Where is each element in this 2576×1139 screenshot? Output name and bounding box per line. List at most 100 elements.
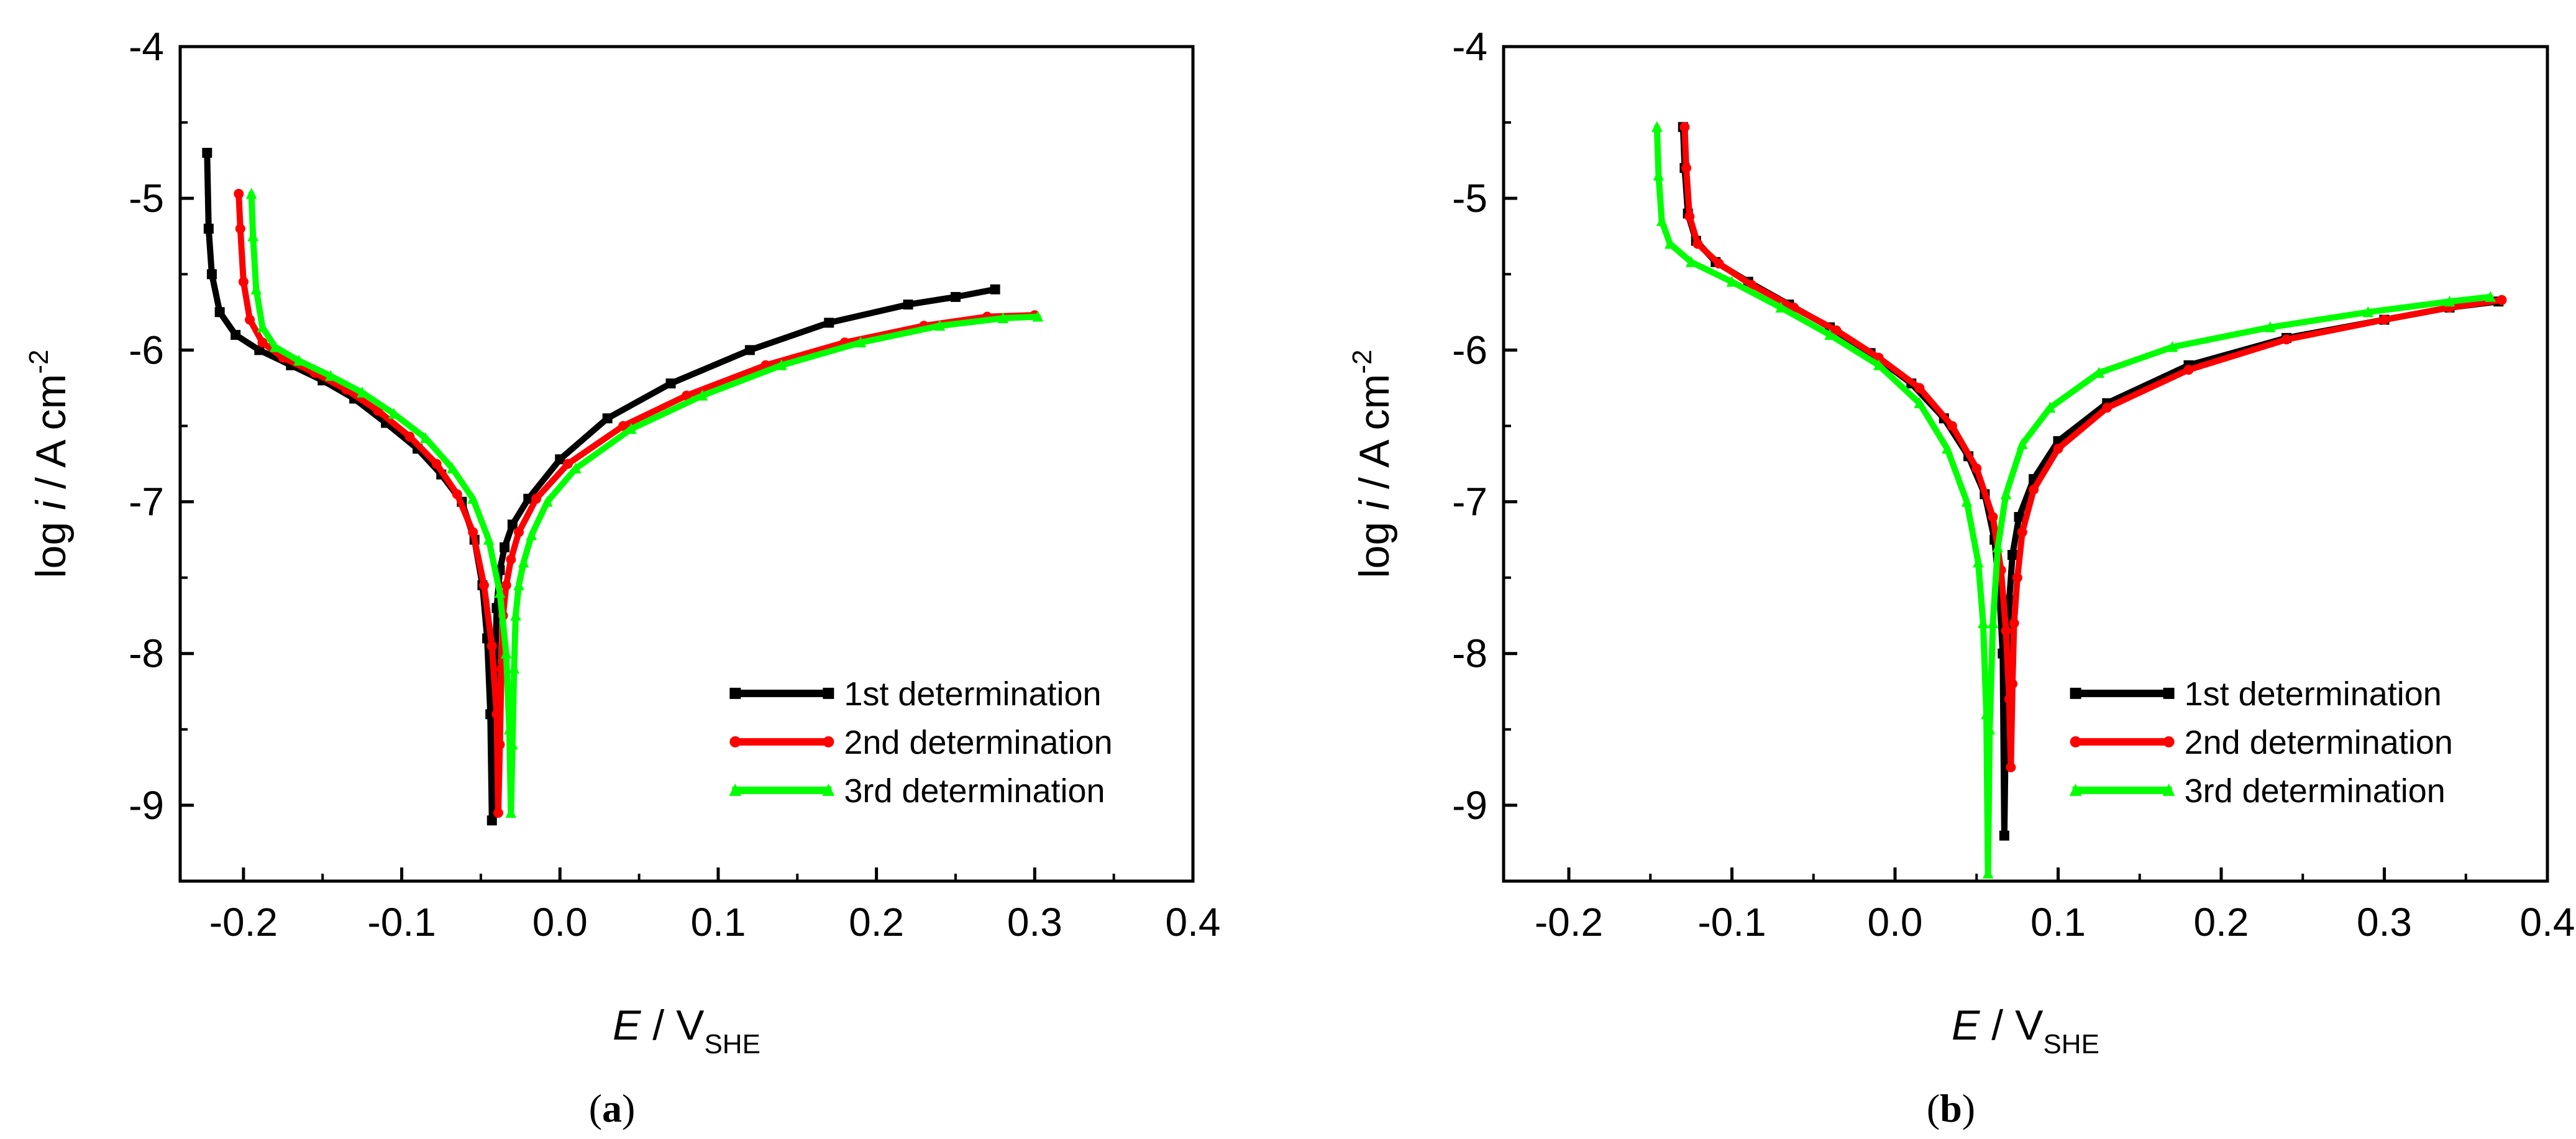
data-point <box>682 390 692 401</box>
data-point <box>2070 736 2081 748</box>
data-point <box>1982 867 1994 879</box>
data-point <box>388 408 400 419</box>
data-point <box>1681 163 1691 173</box>
data-point <box>2016 438 2028 449</box>
legend-item: 3rd determination <box>2069 772 2446 810</box>
data-point <box>500 647 512 659</box>
data-point <box>505 807 517 818</box>
data-point <box>245 314 255 325</box>
x-axis-title-main: / V <box>641 1002 705 1049</box>
legend-label: 2nd determination <box>844 724 1112 761</box>
y-axis-title-pre: log <box>27 510 75 579</box>
legend-item: 2nd determination <box>2070 724 2453 761</box>
data-point <box>2102 403 2112 413</box>
y-tick-label: -9 <box>129 783 164 828</box>
data-point <box>270 341 281 352</box>
data-point <box>1831 325 1842 336</box>
data-point <box>1692 239 1703 249</box>
plot-frame <box>1502 45 2549 883</box>
x-tick-label: 0.3 <box>1007 900 1062 945</box>
data-point <box>602 413 613 424</box>
x-axis-title-main: / V <box>1980 1002 2044 1049</box>
legend-label: 3rd determination <box>2185 772 2446 810</box>
y-axis-title: log i / A cm-2 <box>1347 350 1398 579</box>
data-point <box>855 336 866 348</box>
x-tick-label: 0.2 <box>2194 900 2249 945</box>
data-point <box>500 542 510 552</box>
data-point <box>486 641 497 651</box>
data-point <box>1679 122 1690 132</box>
y-tick-label: -9 <box>1452 783 1487 828</box>
x-tick-label: 0.1 <box>2030 900 2086 945</box>
data-point <box>2162 784 2175 796</box>
caption-close-paren: ) <box>1962 1086 1975 1130</box>
data-point <box>419 432 431 443</box>
data-point <box>508 662 520 674</box>
data-point <box>2070 687 2081 699</box>
data-point <box>503 723 515 734</box>
data-point <box>2007 550 2017 560</box>
x-tick-label: -0.2 <box>209 900 278 945</box>
data-point <box>562 459 573 469</box>
legend-label: 2nd determination <box>2185 724 2453 761</box>
data-point <box>1726 275 1738 287</box>
series-3 <box>245 188 1044 818</box>
data-point <box>2163 736 2175 748</box>
data-point <box>257 321 268 332</box>
data-point <box>206 269 217 280</box>
data-point <box>1988 511 1998 522</box>
data-point <box>2009 618 2019 628</box>
data-point <box>214 307 225 318</box>
data-point <box>1942 442 1953 454</box>
data-point <box>486 815 497 826</box>
data-point <box>203 224 214 234</box>
series-1 <box>202 147 1000 826</box>
chart-panel-a: -0.2 -0.1 0.0 0.1 0.2 0.3 0.4 -4 -5 -6 -7 -8 -9 E / V… <box>24 24 1220 1130</box>
data-point <box>997 312 1009 324</box>
data-point <box>452 489 462 500</box>
y-axis-title-italic: i <box>1351 500 1398 510</box>
data-point <box>555 454 565 465</box>
data-point <box>934 319 946 331</box>
data-point <box>1971 463 1982 473</box>
data-point <box>1914 383 1925 393</box>
data-point <box>2069 784 2082 796</box>
data-point <box>1984 723 1996 734</box>
data-point <box>1684 211 1695 222</box>
data-point <box>357 387 368 398</box>
data-point <box>2004 693 2014 704</box>
data-point <box>776 359 787 370</box>
data-point <box>2163 687 2175 699</box>
data-point <box>744 345 755 355</box>
series-line <box>1681 124 2505 771</box>
data-point <box>2012 572 2022 583</box>
data-point <box>2006 762 2016 772</box>
data-point <box>231 329 241 340</box>
data-point <box>467 493 478 504</box>
y-axis-title-italic: i <box>27 500 75 510</box>
data-point <box>431 459 442 469</box>
x-axis-title-sub: SHE <box>2043 1029 2099 1059</box>
data-point <box>1651 121 1663 132</box>
x-tick-label: -0.1 <box>1697 900 1766 945</box>
data-point <box>2044 401 2056 413</box>
data-point <box>2281 334 2291 345</box>
data-point <box>523 493 534 504</box>
data-point <box>1664 237 1676 249</box>
y-tick-label: -7 <box>1452 480 1487 524</box>
data-point <box>2167 341 2178 352</box>
data-point <box>245 188 257 199</box>
data-point <box>2001 626 2011 636</box>
data-point <box>729 784 742 796</box>
series-3 <box>1651 121 2496 879</box>
panel-caption: (b) <box>1927 1086 1975 1130</box>
data-point <box>202 147 212 158</box>
legend-item: 1st determination <box>729 675 1102 713</box>
x-axis-title-italic: E <box>1952 1002 1980 1049</box>
data-point <box>510 610 521 621</box>
panel-caption: (a) <box>589 1086 636 1130</box>
data-point <box>823 736 834 748</box>
legend-item: 1st determination <box>2070 675 2442 713</box>
data-point <box>479 580 489 590</box>
data-point <box>2000 488 2012 500</box>
